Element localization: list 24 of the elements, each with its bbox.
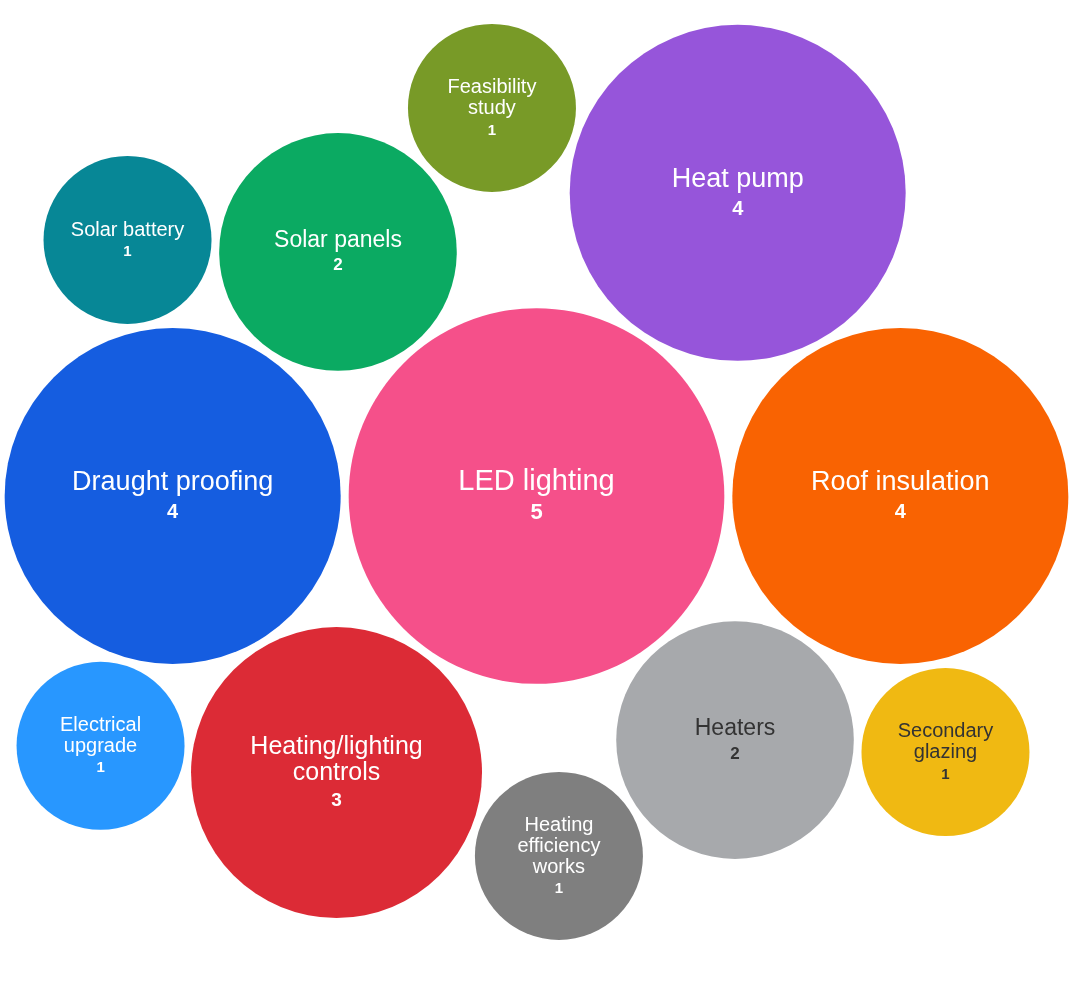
category-label: Solar battery bbox=[70, 217, 185, 240]
category-label: Electrical upgrade bbox=[59, 713, 142, 757]
category-label: Heating efficiency works bbox=[517, 812, 601, 877]
category-label: Heating/lighting controls bbox=[250, 731, 423, 786]
category-label: Draught proofing bbox=[72, 466, 274, 497]
data-label: 2 bbox=[730, 743, 740, 763]
data-label: 4 bbox=[894, 499, 907, 522]
data-label: 2 bbox=[333, 255, 343, 275]
data-label: 1 bbox=[123, 242, 132, 260]
data-label: 4 bbox=[167, 499, 180, 522]
data-label: 1 bbox=[487, 120, 497, 138]
data-label: 1 bbox=[96, 758, 105, 776]
category-label: Roof insulation bbox=[811, 466, 990, 497]
category-label: Heaters bbox=[694, 714, 776, 741]
category-label: Heat pump bbox=[671, 163, 804, 194]
data-label: 5 bbox=[530, 499, 543, 525]
data-label: 4 bbox=[732, 196, 745, 219]
data-label: 1 bbox=[554, 879, 564, 897]
data-label: 3 bbox=[331, 788, 342, 810]
category-label: Secondary glazing bbox=[897, 719, 994, 763]
category-label: Feasibility study bbox=[447, 75, 537, 119]
category-label: Solar panels bbox=[274, 226, 402, 253]
category-label: LED lighting bbox=[458, 463, 615, 496]
data-label: 1 bbox=[941, 764, 950, 782]
